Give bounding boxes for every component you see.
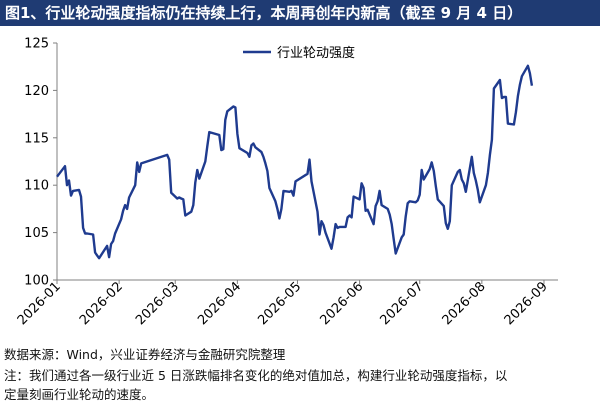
y-tick-label: 105: [24, 226, 49, 241]
footnote-line-2: 定量刻画行业轮动的速度。: [4, 387, 155, 402]
legend: 行业轮动强度: [243, 45, 355, 61]
title-bar: 图1、行业轮动强度指标仍在持续上行，本周再创年内新高（截至 9 月 4 日）: [0, 0, 600, 26]
x-tick-label: 2026-06: [317, 279, 366, 328]
x-tick-label: 2026-03: [133, 279, 182, 328]
x-tick-label: 2026-08: [440, 279, 489, 328]
y-tick-label: 110: [24, 179, 49, 194]
x-tick-label: 2026-09: [502, 279, 551, 328]
legend-label: 行业轮动强度: [277, 45, 355, 61]
series-layer: [56, 64, 534, 260]
y-tick-label: 115: [24, 131, 49, 146]
y-tick-label: 100: [24, 274, 49, 289]
x-tick-label: 2026-02: [77, 279, 126, 328]
chart-title: 图1、行业轮动强度指标仍在持续上行，本周再创年内新高（截至 9 月 4 日）: [5, 4, 523, 22]
x-tick-label: 2026-04: [195, 279, 244, 328]
y-tick-label: 120: [24, 84, 49, 99]
series-line: [56, 64, 534, 260]
x-tick-label: 2026-05: [255, 279, 304, 328]
y-tick-label: 125: [24, 37, 49, 52]
source-note: 数据来源：Wind，兴业证券经济与金融研究院整理: [4, 347, 286, 362]
x-tick-label: 2026-07: [378, 279, 427, 328]
footnote-line-1: 注：我们通过各一级行业近 5 日涨跌幅排名变化的绝对值加总，构建行业轮动强度指标…: [4, 368, 508, 383]
